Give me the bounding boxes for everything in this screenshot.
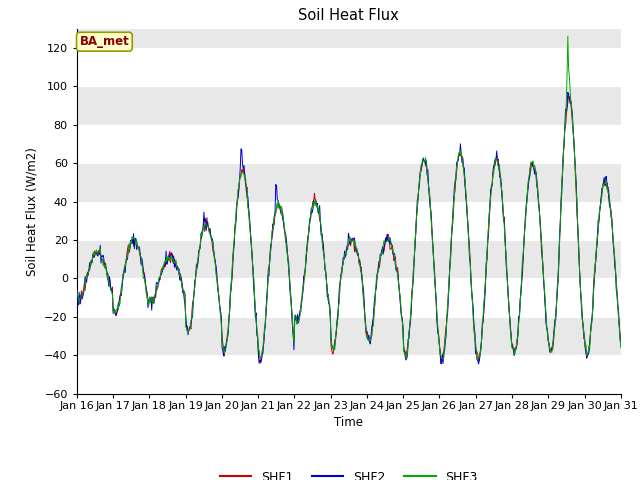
SHF3: [139, 266, 147, 272]
SHF1: [431, 288, 439, 294]
Bar: [77, 86, 621, 125]
SHF1: [257, 360, 264, 366]
Bar: [77, 355, 621, 394]
SHF1: [564, 93, 572, 99]
SHF2: [564, 89, 572, 95]
Y-axis label: Soil Heat Flux (W/m2): Soil Heat Flux (W/m2): [26, 147, 38, 276]
SHF3: [564, 33, 572, 39]
SHF1: [617, 342, 625, 348]
SHF2: [617, 342, 625, 348]
SHF3: [415, 184, 422, 190]
SHF1: [416, 181, 424, 187]
SHF2: [83, 279, 90, 285]
X-axis label: Time: Time: [334, 416, 364, 429]
SHF3: [83, 271, 90, 277]
SHF3: [617, 345, 625, 351]
Line: SHF3: SHF3: [77, 36, 621, 360]
SHF3: [223, 341, 230, 347]
SHF2: [475, 361, 483, 367]
SHF1: [223, 338, 230, 344]
Line: SHF2: SHF2: [77, 92, 621, 364]
SHF1: [83, 276, 90, 282]
SHF2: [73, 294, 81, 300]
Bar: [77, 240, 621, 278]
Line: SHF1: SHF1: [77, 96, 621, 363]
Bar: [77, 202, 621, 240]
SHF1: [73, 287, 81, 293]
SHF2: [139, 260, 147, 266]
Text: BA_met: BA_met: [79, 35, 129, 48]
Bar: [77, 278, 621, 317]
SHF2: [223, 338, 230, 344]
Title: Soil Heat Flux: Soil Heat Flux: [298, 9, 399, 24]
SHF2: [415, 186, 422, 192]
Bar: [77, 163, 621, 202]
Bar: [77, 125, 621, 163]
SHF1: [194, 258, 202, 264]
SHF3: [73, 288, 81, 294]
SHF1: [139, 264, 147, 269]
SHF2: [431, 275, 438, 281]
SHF3: [473, 357, 481, 362]
SHF3: [431, 276, 438, 282]
SHF3: [194, 258, 202, 264]
Bar: [77, 317, 621, 355]
Legend: SHF1, SHF2, SHF3: SHF1, SHF2, SHF3: [214, 466, 483, 480]
SHF2: [194, 261, 202, 266]
Bar: [77, 48, 621, 86]
